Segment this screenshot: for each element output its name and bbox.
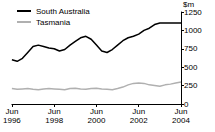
svg-text:Jun: Jun	[5, 107, 18, 116]
svg-text:1998: 1998	[45, 116, 63, 125]
svg-text:1000: 1000	[184, 26, 202, 35]
svg-text:2004: 2004	[172, 116, 190, 125]
svg-text:0: 0	[184, 99, 189, 109]
svg-text:Jun: Jun	[90, 107, 103, 116]
svg-text:Tasmania: Tasmania	[36, 18, 71, 27]
svg-text:1250: 1250	[184, 8, 202, 17]
svg-text:Jun: Jun	[175, 107, 188, 116]
svg-text:Jun: Jun	[132, 107, 145, 116]
svg-text:750: 750	[184, 44, 198, 53]
svg-text:2002: 2002	[130, 116, 148, 125]
svg-text:500: 500	[184, 63, 198, 72]
svg-text:Jun: Jun	[48, 107, 61, 116]
svg-text:250: 250	[184, 81, 198, 90]
svg-text:South Australia: South Australia	[36, 7, 90, 16]
svg-text:1996: 1996	[3, 116, 21, 125]
svg-text:2000: 2000	[88, 116, 106, 125]
